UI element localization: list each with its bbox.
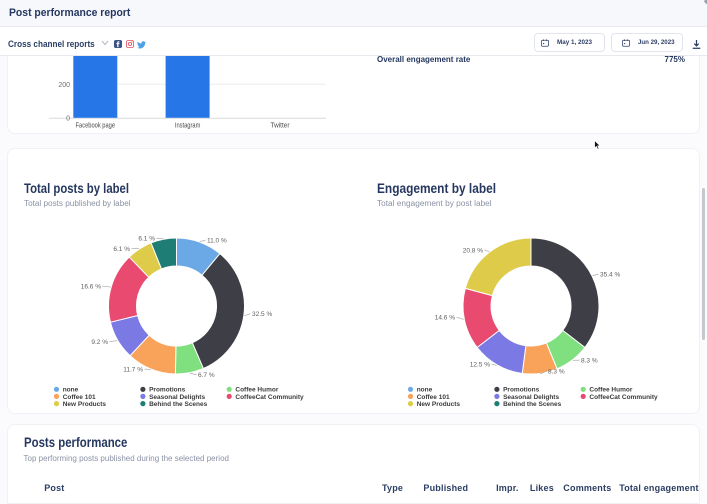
svg-text:6.1 %: 6.1 % [113,246,130,253]
svg-text:CoffeeCat Community: CoffeeCat Community [589,394,658,401]
svg-text:32.5 %: 32.5 % [252,311,272,318]
svg-text:Behind the Scenes: Behind the Scenes [149,401,208,408]
svg-text:16.6 %: 16.6 % [81,284,101,291]
svg-text:New Products: New Products [63,401,107,408]
svg-text:8.3 %: 8.3 % [548,369,565,376]
svg-text:Behind the Scenes: Behind the Scenes [503,401,562,408]
svg-text:12.5 %: 12.5 % [470,362,490,369]
svg-text:Coffee Humor: Coffee Humor [589,387,632,394]
svg-text:Twitter: Twitter [271,123,291,130]
svg-text:Promotions: Promotions [149,387,185,394]
svg-text:6.1 %: 6.1 % [138,236,155,243]
svg-text:9.2 %: 9.2 % [91,339,108,346]
svg-text:none: none [417,387,433,394]
svg-text:Facebook page: Facebook page [76,123,116,130]
svg-text:CoffeeCat Community: CoffeeCat Community [235,394,304,401]
svg-text:20.8 %: 20.8 % [463,248,483,255]
svg-text:35.4 %: 35.4 % [600,272,620,279]
svg-text:Seasonal Delights: Seasonal Delights [503,394,559,401]
svg-text:11.0 %: 11.0 % [207,238,227,245]
svg-text:0: 0 [66,116,70,123]
svg-text:Coffee 101: Coffee 101 [63,394,96,401]
svg-text:8.3 %: 8.3 % [581,358,598,365]
svg-text:6.7 %: 6.7 % [198,372,215,379]
svg-text:none: none [63,387,79,394]
svg-text:200: 200 [58,82,70,89]
svg-text:Promotions: Promotions [503,387,539,394]
svg-text:New Products: New Products [417,401,461,408]
svg-text:Instagram: Instagram [175,123,201,130]
svg-text:14.6 %: 14.6 % [435,315,455,322]
svg-text:Coffee 101: Coffee 101 [417,394,450,401]
svg-text:Coffee Humor: Coffee Humor [235,387,278,394]
svg-text:11.7 %: 11.7 % [123,367,143,374]
svg-text:Seasonal Delights: Seasonal Delights [149,394,205,401]
